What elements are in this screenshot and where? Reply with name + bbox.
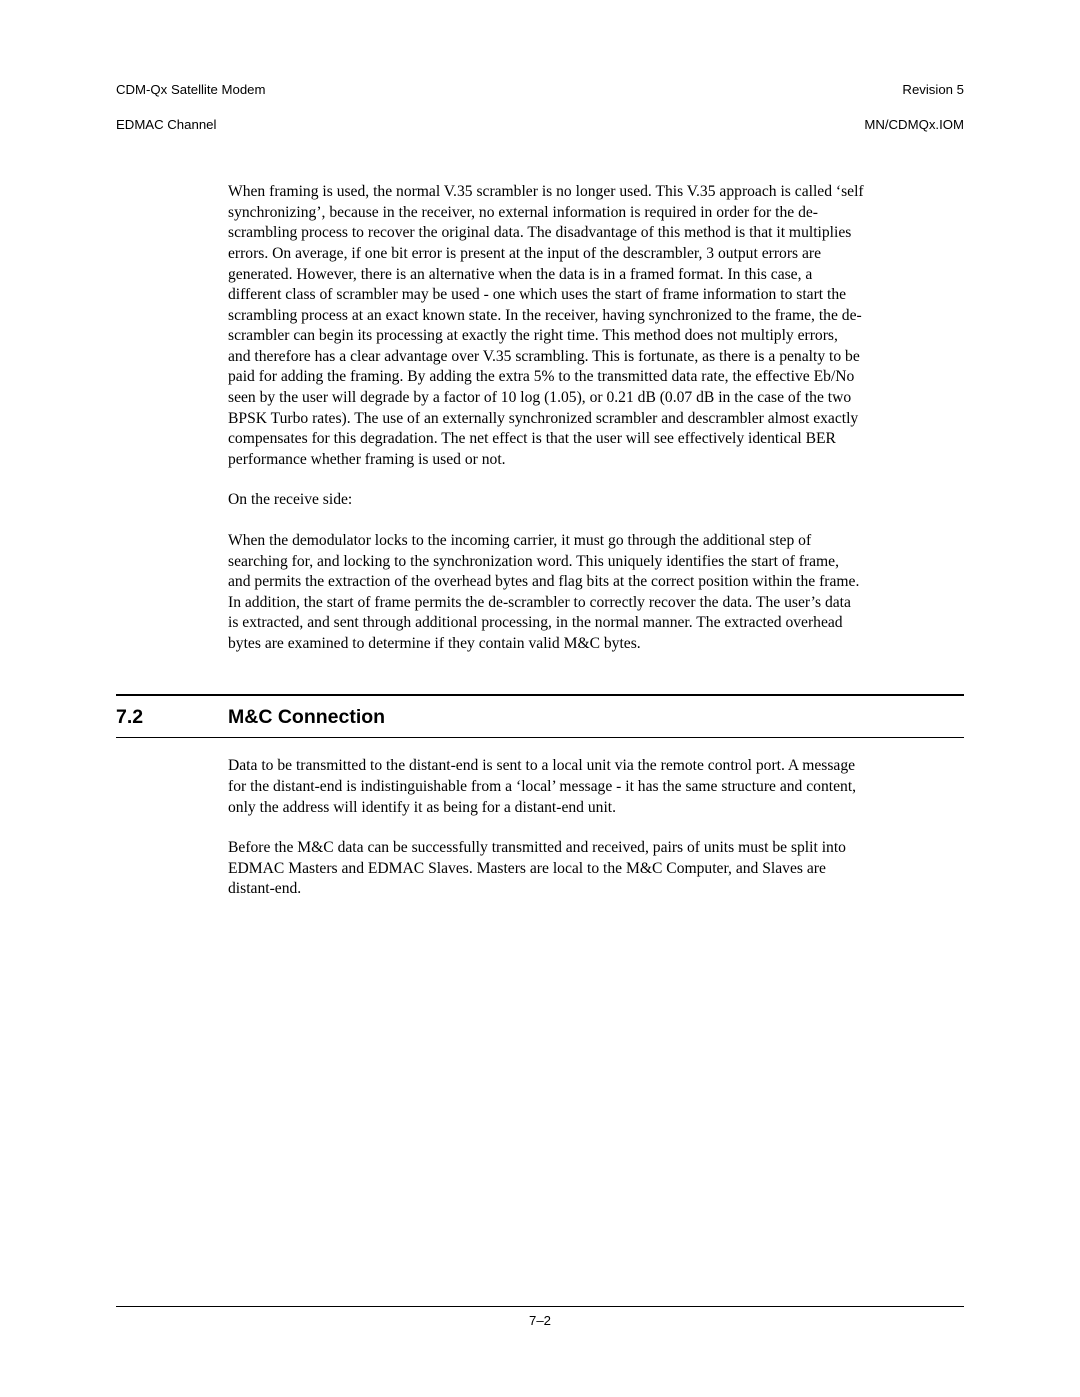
doc-title: CDM-Qx Satellite Modem [116,82,266,97]
page-column: CDM-Qx Satellite Modem EDMAC Channel Rev… [116,63,964,900]
paragraph: Before the M&C data can be successfully … [228,838,864,900]
section-heading: 7.2 M&C Connection [116,696,964,738]
body-text: When framing is used, the normal V.35 sc… [228,182,864,654]
section-number: 7.2 [116,706,228,729]
paragraph: Data to be transmitted to the distant-en… [228,756,864,818]
chapter-name: EDMAC Channel [116,117,216,132]
page-number: 7–2 [116,1307,964,1328]
paragraph: On the receive side: [228,490,864,511]
running-head-left: CDM-Qx Satellite Modem EDMAC Channel [116,63,266,134]
section-body: Data to be transmitted to the distant-en… [228,756,864,899]
paragraph: When framing is used, the normal V.35 sc… [228,182,864,470]
running-head-right: Revision 5 MN/CDMQx.IOM [864,63,964,134]
doc-code: MN/CDMQx.IOM [864,117,964,132]
running-head: CDM-Qx Satellite Modem EDMAC Channel Rev… [116,63,964,134]
section-title: M&C Connection [228,706,385,729]
page-footer: 7–2 [116,1306,964,1328]
paragraph: When the demodulator locks to the incomi… [228,531,864,654]
revision: Revision 5 [902,82,964,97]
